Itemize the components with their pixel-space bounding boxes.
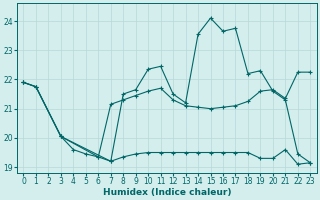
X-axis label: Humidex (Indice chaleur): Humidex (Indice chaleur) — [103, 188, 231, 197]
